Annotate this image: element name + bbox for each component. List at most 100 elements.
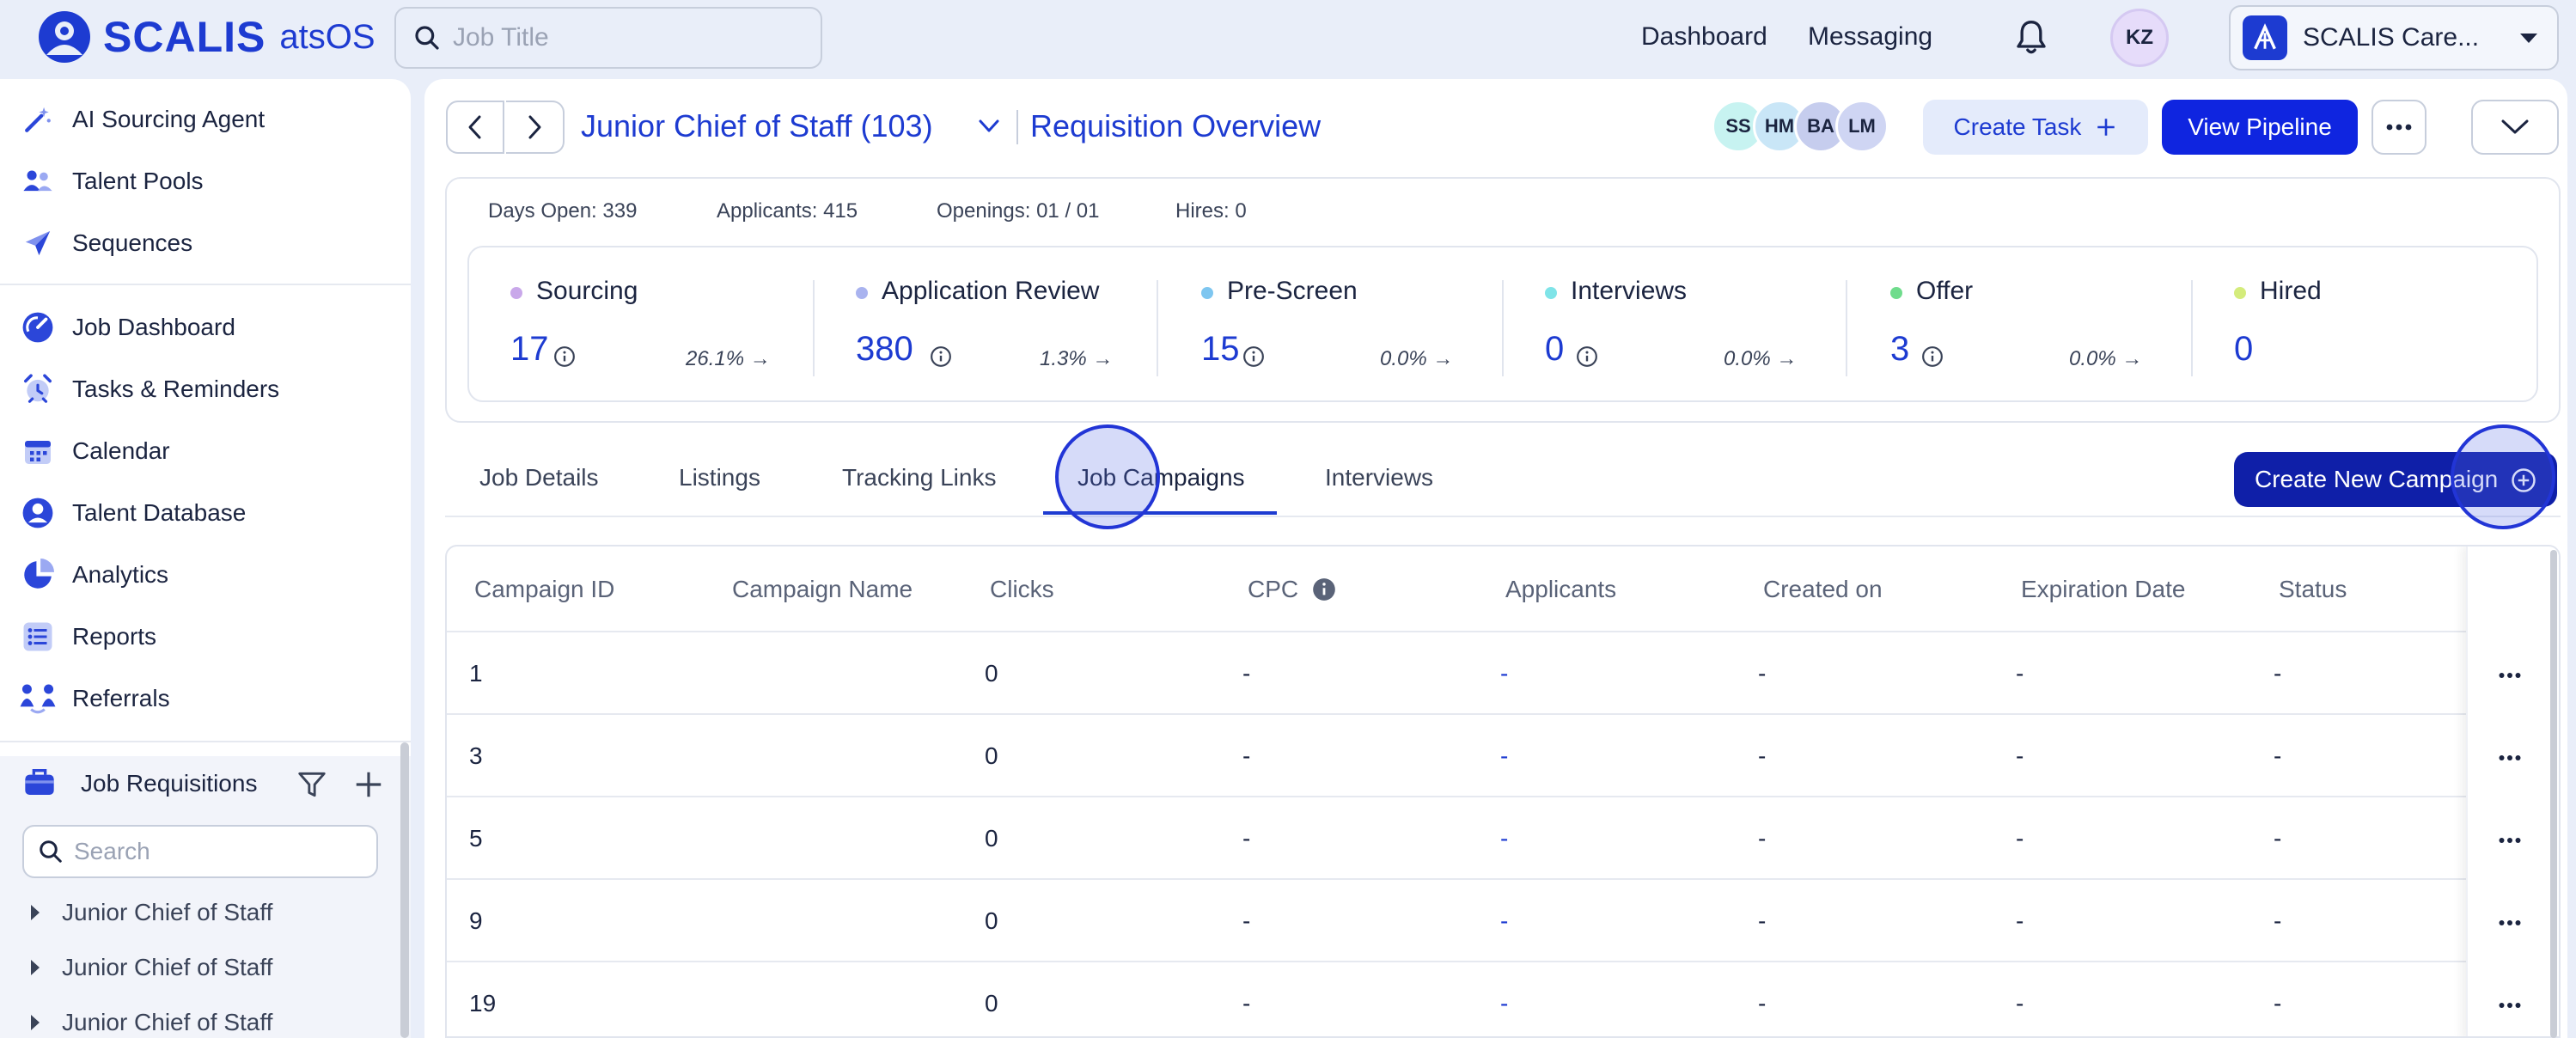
org-switcher[interactable]: SCALIS Care... — [2229, 5, 2559, 70]
sidebar-item-job-dashboard[interactable]: Job Dashboard — [19, 306, 235, 349]
add-requisition-icon[interactable] — [352, 768, 385, 801]
sidebar-item-calendar[interactable]: Calendar — [19, 430, 170, 473]
column-header-created-on[interactable]: Created on — [1763, 576, 1883, 603]
table-row[interactable]: 5 0 - - - - - — [447, 797, 2559, 880]
job-title[interactable]: Junior Chief of Staff (103) — [581, 108, 933, 143]
briefcase-icon — [25, 769, 54, 795]
requisition-item-label: Junior Chief of Staff — [62, 1009, 273, 1035]
sidebar-scrollbar[interactable] — [400, 742, 409, 1038]
chevron-right-icon — [528, 115, 541, 139]
stage-dot — [856, 287, 868, 299]
more-options-button[interactable] — [2372, 100, 2426, 155]
tab-listings[interactable]: Listings — [679, 464, 760, 491]
more-horizontal-icon[interactable] — [2499, 672, 2521, 679]
column-header-expiration-date[interactable]: Expiration Date — [2021, 576, 2185, 603]
team-avatar[interactable]: LM — [1835, 100, 1889, 153]
stage-conversion-rate: 0.0% → — [2069, 347, 2143, 370]
cell-applicants[interactable]: - — [1500, 825, 1509, 852]
sidebar-item-talent-database[interactable]: Talent Database — [19, 492, 246, 534]
column-header-clicks[interactable]: Clicks — [990, 576, 1054, 603]
info-icon[interactable] — [1921, 345, 1944, 368]
cell-campaign-id: 3 — [469, 742, 483, 769]
table-scrollbar[interactable] — [2550, 550, 2557, 1038]
sidebar-item-ai-sourcing-agent[interactable]: AI Sourcing Agent — [19, 98, 265, 141]
column-header-applicants[interactable]: Applicants — [1505, 576, 1616, 603]
view-pipeline-button[interactable]: View Pipeline — [2162, 100, 2358, 155]
bell-icon[interactable] — [2014, 19, 2048, 57]
job-search-box[interactable] — [394, 7, 822, 69]
requisition-item[interactable]: Junior Chief of Staff — [29, 950, 272, 985]
cell-expiration-date: - — [2016, 907, 2024, 934]
info-icon[interactable] — [553, 345, 576, 368]
sidebar-item-reports[interactable]: Reports — [19, 615, 156, 658]
previous-job-button[interactable] — [446, 101, 504, 154]
requisition-item[interactable]: Junior Chief of Staff — [29, 1005, 272, 1038]
cell-created-on: - — [1758, 742, 1767, 769]
alarm-clock-icon — [19, 370, 57, 408]
cell-campaign-id: 19 — [469, 990, 497, 1017]
column-header-status[interactable]: Status — [2279, 576, 2347, 603]
job-search-input[interactable] — [453, 23, 797, 52]
cell-applicants[interactable]: - — [1500, 907, 1509, 934]
sidebar-item-label: Sequences — [72, 229, 193, 256]
more-horizontal-icon[interactable] — [2499, 919, 2521, 926]
column-header-campaign-id[interactable]: Campaign ID — [474, 576, 614, 603]
tab-job-details[interactable]: Job Details — [479, 464, 599, 491]
column-header-label: CPC — [1248, 576, 1299, 602]
table-header-divider — [447, 631, 2559, 632]
active-tab-indicator — [1043, 511, 1277, 515]
requisition-search-box[interactable] — [22, 825, 378, 878]
stage-application-review[interactable]: Application Review 380 1.3% → — [856, 273, 1119, 385]
sidebar-item-sequences[interactable]: Sequences — [19, 222, 192, 265]
sidebar-item-referrals[interactable]: Referrals — [19, 677, 170, 720]
referral-icon — [19, 680, 57, 717]
next-job-button[interactable] — [506, 101, 565, 154]
page-title: Requisition Overview — [1030, 108, 1322, 143]
table-row[interactable]: 9 0 - - - - - — [447, 880, 2559, 962]
stage-interviews[interactable]: Interviews 0 0.0% → — [1545, 273, 1808, 385]
requisition-item[interactable]: Junior Chief of Staff — [29, 895, 272, 930]
info-icon[interactable] — [1312, 577, 1336, 601]
info-icon[interactable] — [930, 345, 952, 368]
column-header-cpc[interactable]: CPC — [1248, 576, 1336, 603]
info-icon[interactable] — [1576, 345, 1598, 368]
tab-interviews[interactable]: Interviews — [1325, 464, 1434, 491]
nav-messaging[interactable]: Messaging — [1808, 22, 1933, 51]
logo[interactable]: SCALIS atsOS — [36, 7, 375, 67]
chevron-down-icon[interactable] — [978, 119, 1000, 134]
cell-applicants[interactable]: - — [1500, 742, 1509, 769]
sidebar-item-tasks-reminders[interactable]: Tasks & Reminders — [19, 368, 279, 411]
table-row[interactable]: 1 0 - - - - - — [447, 632, 2559, 715]
search-icon — [415, 26, 439, 50]
stage-divider — [1502, 280, 1504, 376]
kpi-openings: Openings: 01 / 01 — [937, 199, 1100, 223]
cell-cpc: - — [1242, 907, 1251, 934]
cell-applicants[interactable]: - — [1500, 660, 1509, 687]
title-divider — [1016, 110, 1018, 144]
cell-applicants[interactable]: - — [1500, 990, 1509, 1017]
cell-campaign-id: 9 — [469, 907, 483, 934]
cell-clicks: 0 — [985, 660, 998, 687]
stage-offer[interactable]: Offer 3 0.0% → — [1890, 273, 2153, 385]
filter-icon[interactable] — [296, 768, 328, 801]
column-header-campaign-name[interactable]: Campaign Name — [732, 576, 913, 603]
sidebar-item-analytics[interactable]: Analytics — [19, 553, 168, 596]
more-horizontal-icon[interactable] — [2499, 754, 2521, 761]
stage-pre-screen[interactable]: Pre-Screen 15 0.0% → — [1201, 273, 1464, 385]
sidebar-item-label: Talent Pools — [72, 168, 204, 194]
create-task-button[interactable]: Create Task — [1923, 100, 2148, 155]
requisition-search-input[interactable] — [74, 838, 366, 865]
nav-dashboard[interactable]: Dashboard — [1641, 22, 1767, 51]
more-horizontal-icon[interactable] — [2499, 837, 2521, 844]
table-row[interactable]: 3 0 - - - - - — [447, 715, 2559, 797]
tab-tracking-links[interactable]: Tracking Links — [842, 464, 997, 491]
more-horizontal-icon[interactable] — [2499, 1002, 2521, 1009]
info-icon[interactable] — [1242, 345, 1265, 368]
user-avatar[interactable]: KZ — [2110, 9, 2169, 67]
collapse-button[interactable] — [2471, 100, 2559, 155]
stage-sourcing[interactable]: Sourcing 17 26.1% → — [510, 273, 773, 385]
magic-wand-icon — [19, 101, 57, 138]
table-row[interactable]: 19 0 - - - - - — [447, 962, 2559, 1036]
sidebar-item-talent-pools[interactable]: Talent Pools — [19, 160, 204, 203]
stage-hired[interactable]: Hired 0 — [2234, 273, 2497, 385]
